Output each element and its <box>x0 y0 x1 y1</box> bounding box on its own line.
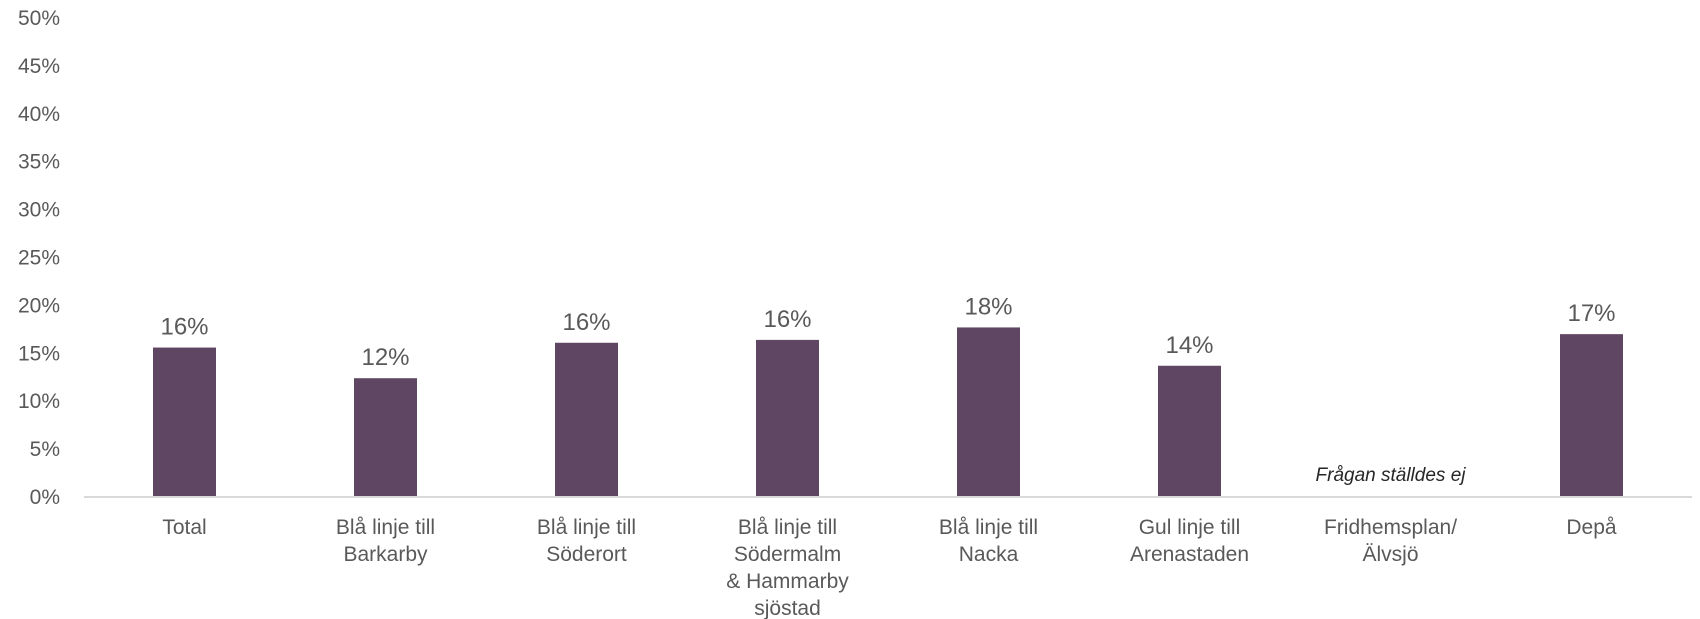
y-tick-label: 10% <box>18 390 60 413</box>
data-label: 16% <box>763 306 811 333</box>
y-tick-label: 15% <box>18 342 60 365</box>
data-label: 16% <box>562 309 610 336</box>
data-label: 14% <box>1165 332 1213 359</box>
bar <box>555 342 618 497</box>
data-labels: 16% 12% 16% 16% 18% 14% 17% <box>160 293 1615 371</box>
x-axis: Total Blå linje till Barkarby Blå linje til… <box>84 496 1692 619</box>
category-label: Blå linje till Södermalm & Hammarby sjöstad <box>726 516 849 619</box>
y-tick-label: 30% <box>18 199 60 222</box>
category-label: Blå linje till Nacka <box>939 516 1038 566</box>
y-tick-label: 5% <box>30 438 60 461</box>
bar <box>1158 365 1221 497</box>
y-tick-label: 45% <box>18 55 60 78</box>
category-label: Gul linje till Arenastaden <box>1130 516 1249 566</box>
annotation-label: Frågan ställdes ej <box>1316 465 1467 486</box>
y-axis: 0% 5% 10% 15% 20% 25% 30% 35% 40% 45% 50% <box>18 7 60 509</box>
y-tick-label: 0% <box>30 486 60 509</box>
y-tick-label: 35% <box>18 151 60 174</box>
y-tick-label: 25% <box>18 247 60 270</box>
y-tick-label: 40% <box>18 103 60 126</box>
category-label: Blå linje till Söderort <box>537 516 636 566</box>
data-label: 18% <box>964 293 1012 320</box>
annotations: Frågan ställdes ej <box>1316 465 1467 486</box>
category-label: Total <box>162 516 206 539</box>
bar <box>153 347 216 497</box>
data-label: 17% <box>1567 300 1615 327</box>
bar <box>354 378 417 497</box>
category-label: Blå linje till Barkarby <box>336 516 435 566</box>
bar <box>957 327 1020 497</box>
data-label: 12% <box>361 344 409 371</box>
category-label: Depå <box>1566 516 1617 539</box>
bars <box>153 327 1623 497</box>
bar <box>1560 334 1623 497</box>
data-label: 16% <box>160 314 208 341</box>
y-tick-label: 50% <box>18 7 60 30</box>
category-label: Fridhemsplan/Älvsjö <box>1324 516 1457 566</box>
y-tick-label: 20% <box>18 294 60 317</box>
bar <box>756 339 819 497</box>
